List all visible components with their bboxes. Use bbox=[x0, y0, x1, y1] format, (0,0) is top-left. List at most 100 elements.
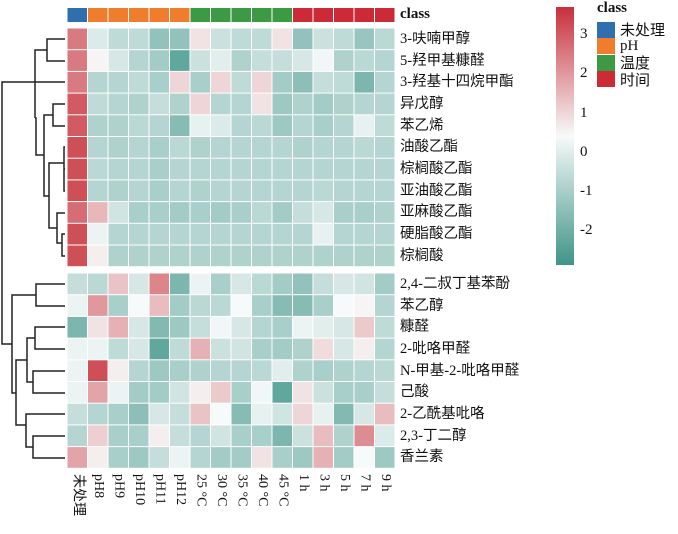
legend-swatch bbox=[597, 54, 615, 71]
heatmap-cell bbox=[375, 295, 395, 316]
heatmap-cell bbox=[170, 295, 190, 316]
heatmap-cell bbox=[334, 28, 354, 50]
heatmap-cell bbox=[129, 447, 149, 468]
heatmap-cell bbox=[149, 403, 169, 425]
heatmap-cell bbox=[231, 382, 251, 403]
class-bar-cell bbox=[190, 8, 210, 22]
row-label: 香兰素 bbox=[400, 449, 444, 466]
heatmap-cell bbox=[149, 137, 169, 158]
heatmap-cell bbox=[190, 295, 210, 316]
class-bar-cell bbox=[67, 8, 87, 22]
heatmap-cell bbox=[108, 93, 128, 115]
heatmap-cell bbox=[170, 245, 190, 267]
heatmap-cell bbox=[149, 50, 169, 71]
dendro-branch bbox=[35, 283, 65, 307]
class-bar-cell bbox=[272, 8, 292, 22]
heatmap-cell bbox=[231, 245, 251, 267]
heatmap-cell bbox=[375, 273, 395, 295]
heatmap-cell bbox=[375, 316, 395, 338]
row-label: 2-乙酰基吡咯 bbox=[400, 406, 485, 423]
heatmap-cell bbox=[375, 382, 395, 403]
heatmap-cell bbox=[252, 137, 272, 158]
heatmap-cell bbox=[88, 382, 108, 403]
heatmap-cell bbox=[67, 403, 87, 425]
heatmap-cell bbox=[129, 50, 149, 71]
heatmap-cell bbox=[272, 273, 292, 295]
heatmap-cell bbox=[313, 180, 333, 202]
heatmap-cell bbox=[272, 245, 292, 267]
column-label: 5 h bbox=[336, 474, 352, 492]
heatmap-cell bbox=[149, 180, 169, 202]
heatmap-cell bbox=[129, 158, 149, 180]
heatmap-cell bbox=[313, 28, 333, 50]
heatmap-cell bbox=[375, 137, 395, 158]
heatmap-cell bbox=[313, 93, 333, 115]
heatmap-cell bbox=[231, 360, 251, 381]
heatmap-cell bbox=[272, 180, 292, 202]
dendro-branch bbox=[52, 103, 65, 127]
column-label: 40 °C bbox=[254, 474, 270, 507]
heatmap-cell bbox=[211, 50, 231, 71]
heatmap-cell bbox=[211, 360, 231, 381]
heatmap-cell bbox=[354, 223, 374, 245]
heatmap-cell bbox=[129, 180, 149, 202]
heatmap-cell bbox=[149, 71, 169, 93]
heatmap-cell bbox=[211, 71, 231, 93]
heatmap-cell bbox=[149, 28, 169, 50]
heatmap-cell bbox=[231, 447, 251, 468]
colorbar-tick-label: 0 bbox=[580, 143, 588, 160]
heatmap-cell bbox=[375, 425, 395, 447]
heatmap-cell bbox=[293, 316, 313, 338]
heatmap-cell bbox=[272, 223, 292, 245]
row-label: 棕榈酸乙酯 bbox=[400, 161, 473, 178]
colorbar bbox=[556, 7, 574, 265]
column-label: 35 °C bbox=[234, 474, 250, 507]
dendro-branch bbox=[61, 233, 65, 257]
heatmap-cell bbox=[354, 71, 374, 93]
heatmap-cell bbox=[129, 295, 149, 316]
heatmap-cell bbox=[313, 223, 333, 245]
heatmap-cell bbox=[129, 382, 149, 403]
heatmap-cell bbox=[252, 50, 272, 71]
class-bar-cell bbox=[231, 8, 251, 22]
heatmap-cell bbox=[170, 425, 190, 447]
heatmap-cell bbox=[375, 360, 395, 381]
row-label: 糠醛 bbox=[400, 319, 429, 336]
heatmap-cell bbox=[313, 158, 333, 180]
heatmap-cell bbox=[354, 245, 374, 267]
heatmap-cell bbox=[190, 158, 210, 180]
heatmap-cell bbox=[190, 71, 210, 93]
heatmap-cell bbox=[211, 338, 231, 360]
dendro-branch bbox=[43, 114, 53, 197]
row-label: 2,3-丁二醇 bbox=[400, 427, 467, 444]
heatmap-cell bbox=[190, 93, 210, 115]
heatmap-cell bbox=[67, 223, 87, 245]
legend-label: 未处理 bbox=[620, 23, 666, 39]
heatmap-cell bbox=[129, 137, 149, 158]
heatmap-cell bbox=[149, 295, 169, 316]
heatmap-cell bbox=[231, 158, 251, 180]
heatmap-cell bbox=[313, 316, 333, 338]
heatmap-cell bbox=[231, 202, 251, 223]
heatmap-cell bbox=[375, 93, 395, 115]
heatmap-cell bbox=[334, 295, 354, 316]
heatmap-cell bbox=[252, 447, 272, 468]
heatmap-cell bbox=[252, 403, 272, 425]
heatmap-cell bbox=[252, 316, 272, 338]
heatmap-cell bbox=[190, 28, 210, 50]
heatmap-cell bbox=[149, 338, 169, 360]
heatmap-cell bbox=[293, 28, 313, 50]
heatmap-cell bbox=[375, 447, 395, 468]
heatmap-cell bbox=[354, 93, 374, 115]
heatmap-cell bbox=[354, 28, 374, 50]
heatmap-cell bbox=[108, 115, 128, 136]
row-label: 己酸 bbox=[400, 384, 429, 401]
heatmap-cell bbox=[272, 403, 292, 425]
heatmap-cell bbox=[375, 158, 395, 180]
colorbar-tick-label: 1 bbox=[580, 104, 588, 121]
heatmap-cell bbox=[272, 360, 292, 381]
heatmap-cell bbox=[88, 273, 108, 295]
dendro-branch bbox=[56, 212, 65, 244]
heatmap-cell bbox=[67, 202, 87, 223]
